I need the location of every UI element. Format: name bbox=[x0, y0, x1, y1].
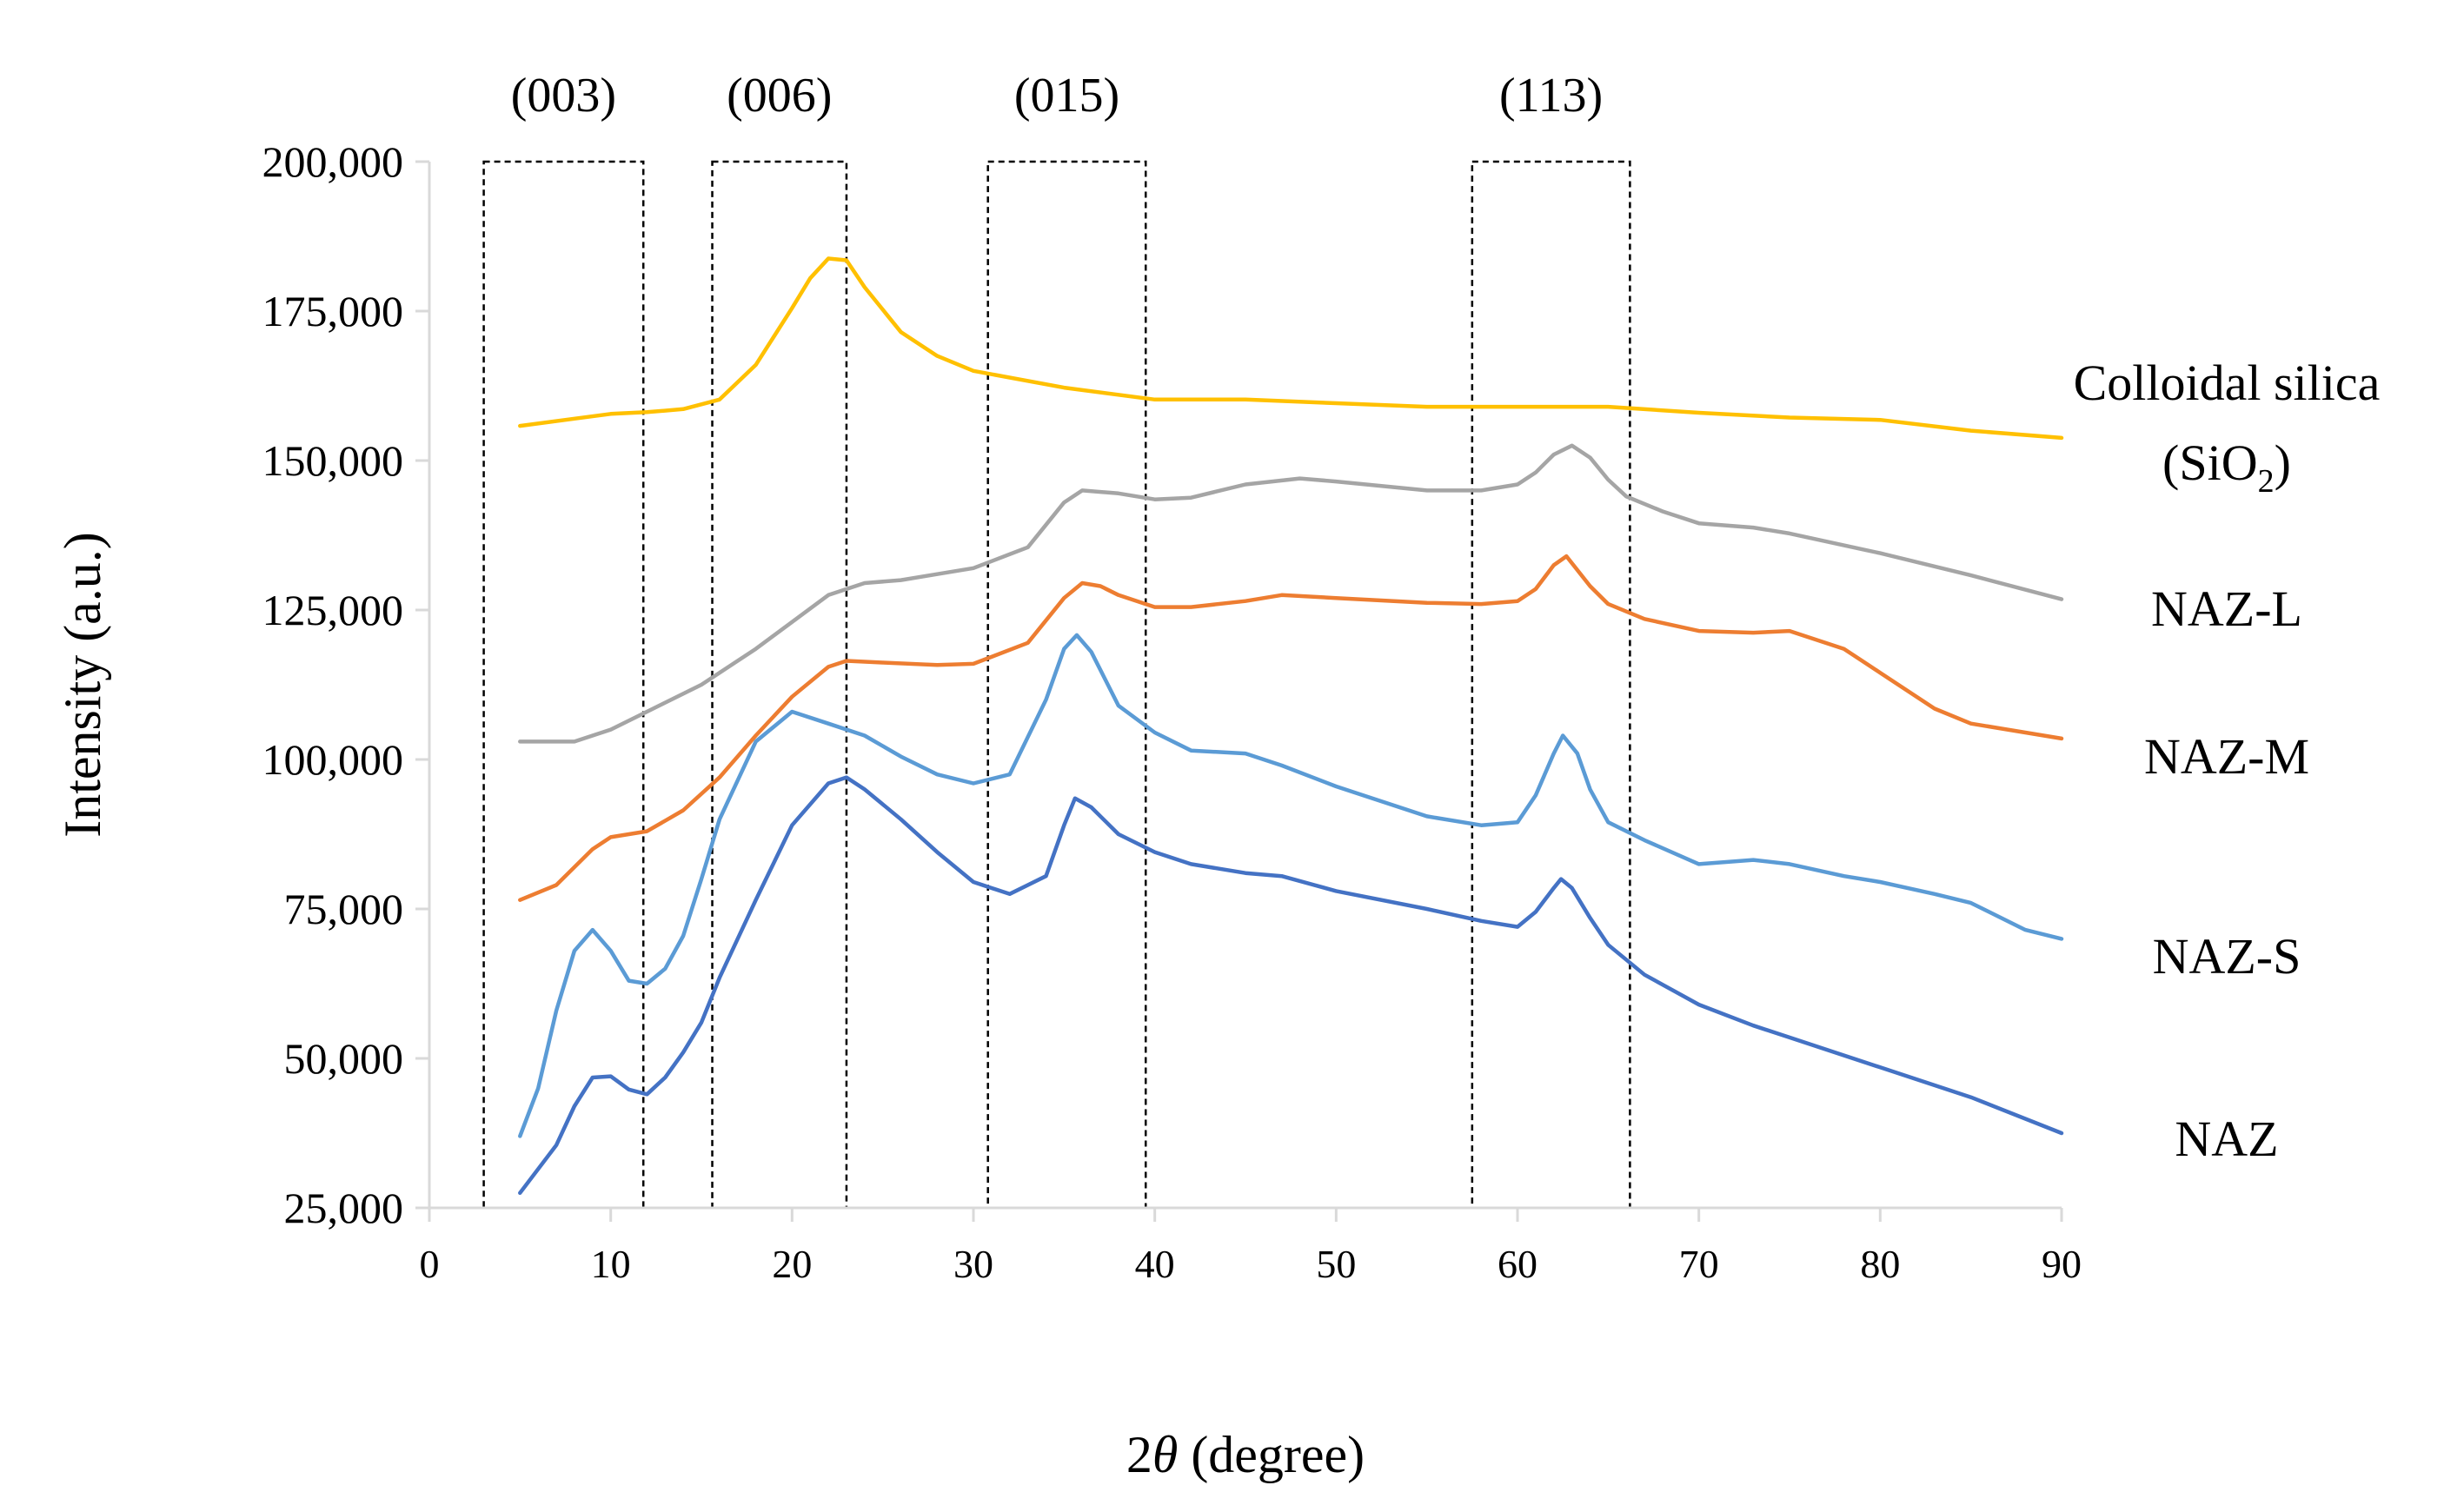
series-label: NAZ-L bbox=[2151, 580, 2302, 637]
peak-region-label: (113) bbox=[1499, 69, 1603, 123]
y-tick-label: 125,000 bbox=[262, 586, 404, 634]
x-tick-label: 30 bbox=[953, 1242, 993, 1286]
formula-part: ) bbox=[2275, 434, 2291, 491]
x-tick-label: 10 bbox=[591, 1242, 631, 1286]
x-tick-label: 40 bbox=[1135, 1242, 1175, 1286]
y-tick-label: 150,000 bbox=[262, 436, 404, 485]
x-axis-title-suffix: (degree) bbox=[1178, 1426, 1365, 1483]
peak-region-box bbox=[482, 160, 645, 1210]
y-tick-label: 50,000 bbox=[284, 1034, 404, 1083]
x-tick-label: 20 bbox=[772, 1242, 812, 1286]
series-line bbox=[518, 256, 2064, 441]
y-tick-label: 175,000 bbox=[262, 287, 404, 335]
series-lines bbox=[518, 256, 2064, 1196]
peak-region-box bbox=[986, 160, 1147, 1210]
x-tick-label: 80 bbox=[1860, 1242, 1900, 1286]
x-axis-title-symbol: θ bbox=[1152, 1426, 1178, 1483]
series-label-formula: (SiO2) bbox=[2162, 434, 2291, 500]
axes bbox=[428, 162, 2062, 1210]
x-tick-label: 70 bbox=[1679, 1242, 1719, 1286]
series-label: Colloidal silica bbox=[2074, 355, 2381, 411]
series-labels: Colloidal silica (SiO2) NAZ-L NAZ-M NAZ-S NAZ bbox=[2074, 355, 2381, 1167]
peak-region-box bbox=[1471, 160, 1631, 1210]
x-axis-title: 2θ (degree) bbox=[1126, 1426, 1365, 1483]
series-line bbox=[518, 554, 2064, 902]
x-ticks: 0 10 20 30 40 50 60 70 80 90 bbox=[420, 1208, 2082, 1286]
series-line bbox=[518, 775, 2064, 1196]
y-ticks: 25,000 50,000 75,000 100,000 125,000 150,000 1… bbox=[262, 137, 429, 1232]
peak-region-label: (003) bbox=[511, 69, 616, 123]
x-tick-label: 60 bbox=[1498, 1242, 1537, 1286]
peak-region-label: (006) bbox=[727, 69, 832, 123]
x-tick-label: 50 bbox=[1316, 1242, 1356, 1286]
x-axis-title-prefix: 2 bbox=[1126, 1426, 1152, 1483]
peak-region-label: (015) bbox=[1014, 69, 1119, 123]
series-label: NAZ-M bbox=[2144, 728, 2309, 785]
x-tick-label: 90 bbox=[2042, 1242, 2082, 1286]
series-line bbox=[518, 633, 2064, 1138]
peak-region-box bbox=[711, 160, 848, 1210]
peak-regions: (003) (006) (015) (113) bbox=[482, 69, 1631, 1210]
y-tick-label: 200,000 bbox=[262, 137, 404, 186]
y-tick-label: 25,000 bbox=[284, 1184, 404, 1232]
series-label: NAZ-S bbox=[2153, 928, 2301, 985]
formula-part: (SiO bbox=[2162, 434, 2258, 491]
series-label: NAZ bbox=[2175, 1111, 2278, 1167]
series-line bbox=[518, 443, 2064, 744]
formula-subscript: 2 bbox=[2258, 463, 2275, 500]
y-axis-title: Intensity (a.u.) bbox=[54, 532, 111, 838]
y-tick-label: 100,000 bbox=[262, 735, 404, 784]
y-tick-label: 75,000 bbox=[284, 885, 404, 933]
x-tick-label: 0 bbox=[420, 1242, 440, 1286]
